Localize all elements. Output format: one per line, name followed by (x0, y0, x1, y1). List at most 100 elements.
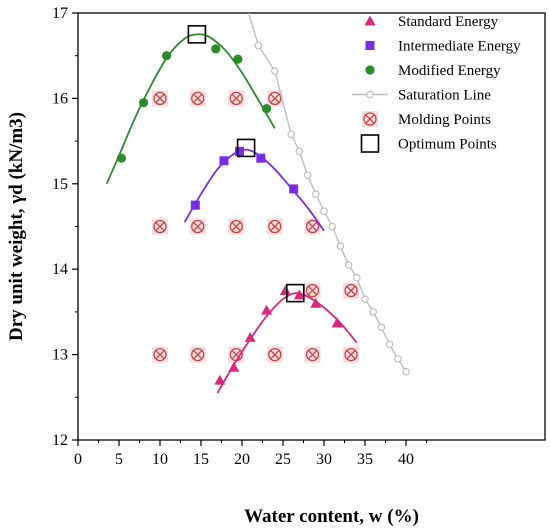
intermediate-energy-series (183, 146, 325, 232)
y-tick-label: 14 (52, 261, 68, 278)
x-tick-label: 5 (115, 451, 123, 468)
x-tick-label: 25 (275, 451, 291, 468)
molding-points-point (189, 90, 206, 107)
molding-points-point (189, 218, 206, 235)
molding-point-ring (153, 219, 167, 234)
saturation-line-point (393, 355, 402, 363)
molding-point-cross (270, 221, 280, 232)
x-tick-label: 40 (398, 451, 414, 468)
standard-energy-point (331, 317, 343, 328)
modified-energy-fit-curve (105, 33, 276, 185)
molding-point-ring (153, 91, 167, 106)
legend-marker (360, 134, 380, 153)
intermediate-energy-fit-curve (183, 148, 325, 232)
legend-marker (365, 41, 375, 50)
molding-point-cross (307, 285, 318, 296)
legend-marker (362, 111, 378, 127)
molding-points-point (266, 90, 283, 107)
intermediate-energy-point (289, 184, 299, 194)
saturation-line-point (328, 222, 337, 231)
modified-energy-point (116, 153, 127, 163)
saturation-line-point (377, 323, 386, 332)
legend-item-saturation-line: Saturation Line (352, 88, 491, 104)
saturation-line-point (352, 273, 361, 282)
legend-item-molding-points: Molding Points (362, 111, 491, 128)
saturation-line (247, 12, 407, 373)
saturation-line-point (344, 261, 353, 269)
saturation-line-point (303, 171, 312, 180)
x-tick-label: 15 (193, 451, 209, 468)
legend-marker (365, 65, 375, 75)
molding-point-ring (229, 219, 243, 234)
molding-point-ring (153, 347, 167, 362)
y-tick-label: 17 (52, 5, 68, 22)
molding-point-cross (231, 93, 241, 104)
molding-points-point (189, 346, 206, 363)
standard-energy-point (293, 289, 305, 300)
saturation-line-point (311, 190, 320, 198)
molding-point-ring (344, 347, 358, 362)
saturation-line-point (369, 308, 378, 316)
molding-point-cross (270, 93, 280, 104)
modified-energy-point (211, 44, 221, 54)
molding-point-cross (231, 221, 241, 232)
intermediate-energy-point (235, 146, 245, 156)
molding-point-cross (193, 93, 203, 104)
standard-energy-fit-curve (216, 292, 358, 394)
molding-points-point (152, 90, 168, 107)
saturation-line-point (361, 295, 369, 303)
molding-points-point (343, 346, 360, 363)
molding-point-cross (155, 349, 165, 360)
optimum-points-point (236, 138, 256, 158)
legend-item-intermediate-energy: Intermediate Energy (365, 39, 521, 55)
legend-label: Molding Points (398, 112, 491, 128)
legend-marker (366, 90, 374, 99)
standard-energy-point (228, 361, 240, 372)
molding-points-point (266, 218, 283, 235)
optimum-points-point (285, 283, 305, 303)
molding-point-ring (191, 91, 205, 106)
molding-point-ring (305, 283, 320, 298)
molding-point-cross (193, 349, 203, 360)
molding-points-point (152, 346, 168, 363)
y-tick-label: 16 (52, 90, 68, 107)
molding-points-point (228, 90, 245, 107)
saturation-line-series (247, 12, 410, 376)
molding-point-cross (346, 349, 356, 360)
saturation-line-point (295, 147, 304, 156)
molding-point-cross (307, 349, 318, 360)
legend-label: Intermediate Energy (398, 39, 521, 55)
x-tick-label: 10 (152, 451, 168, 468)
molding-point-cross (365, 114, 375, 124)
y-tick-label: 13 (52, 347, 68, 364)
x-axis-title: Water content, w (%) (244, 506, 419, 527)
legend-item-modified-energy: Modified Energy (365, 63, 501, 79)
saturation-line-point (270, 67, 279, 75)
molding-points-point (304, 282, 321, 299)
modified-energy-series (105, 33, 276, 185)
legend-label: Saturation Line (398, 88, 491, 104)
molding-point-cross (270, 349, 280, 360)
legend-item-standard-energy: Standard Energy (364, 14, 499, 30)
x-tick-label: 30 (316, 451, 332, 468)
standard-energy-point (214, 374, 226, 385)
saturation-line-point (320, 207, 328, 215)
saturation-line-point (254, 41, 263, 50)
molding-point-ring (268, 91, 282, 106)
standard-energy-point (261, 304, 273, 315)
optimum-points-point (187, 25, 207, 44)
standard-energy-point (279, 285, 291, 295)
molding-point-ring (344, 283, 358, 298)
molding-point-cross (193, 221, 203, 232)
legend-item-optimum-points: Optimum Points (360, 134, 497, 153)
molding-point-cross (346, 285, 356, 296)
modified-energy-point (233, 54, 243, 64)
molding-point-cross (307, 221, 318, 232)
standard-energy-point (310, 297, 322, 308)
molding-point-ring (363, 112, 377, 126)
saturation-line-point (402, 367, 410, 376)
molding-points-point (304, 218, 321, 235)
standard-energy-point (244, 332, 256, 342)
optimum-points-series (187, 25, 305, 303)
